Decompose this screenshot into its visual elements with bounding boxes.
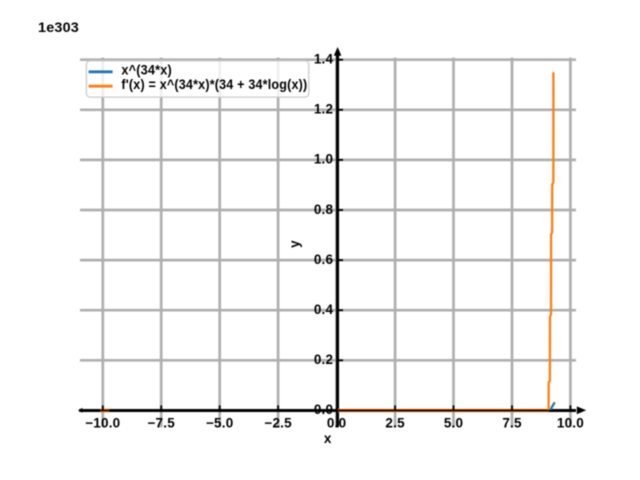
svg-text:−2.5: −2.5 <box>264 416 292 431</box>
svg-text:f'(x) = x^(34*x)*(34 + 34*log(: f'(x) = x^(34*x)*(34 + 34*log(x)) <box>121 77 307 92</box>
svg-text:2.5: 2.5 <box>385 416 405 431</box>
svg-text:−7.5: −7.5 <box>147 416 175 431</box>
svg-text:y: y <box>287 240 302 248</box>
svg-text:0.4: 0.4 <box>314 302 334 317</box>
svg-text:1.0: 1.0 <box>314 152 333 167</box>
svg-text:0.0: 0.0 <box>314 402 333 417</box>
svg-text:5.0: 5.0 <box>444 416 463 431</box>
svg-text:1.4: 1.4 <box>314 52 334 67</box>
svg-text:0.0: 0.0 <box>327 416 346 431</box>
svg-text:0.6: 0.6 <box>314 252 334 267</box>
svg-text:−5.0: −5.0 <box>206 416 233 431</box>
svg-text:0.8: 0.8 <box>314 202 334 217</box>
svg-text:x: x <box>324 431 332 446</box>
svg-text:0.2: 0.2 <box>314 352 333 367</box>
svg-text:−10.0: −10.0 <box>85 416 120 431</box>
svg-text:1e303: 1e303 <box>38 20 79 35</box>
svg-text:1.2: 1.2 <box>314 102 333 117</box>
svg-text:10.0: 10.0 <box>557 416 584 431</box>
svg-text:x^(34*x): x^(34*x) <box>121 63 171 78</box>
svg-text:7.5: 7.5 <box>502 416 522 431</box>
